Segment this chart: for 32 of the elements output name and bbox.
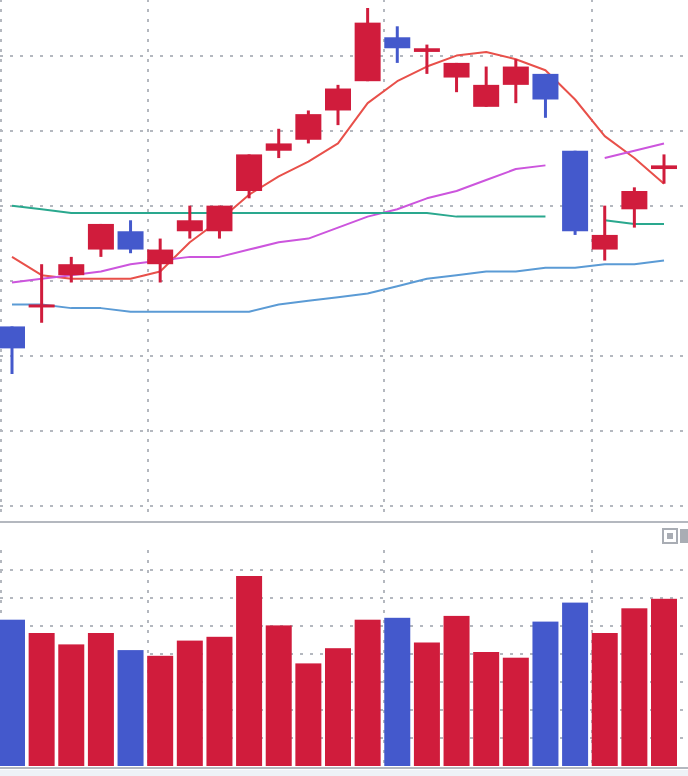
candlestick: [28, 262, 55, 325]
candlestick: [295, 108, 322, 145]
bar: [117, 650, 144, 766]
candlestick: [473, 65, 500, 109]
candlestick: [58, 255, 85, 284]
candlestick: [325, 83, 351, 127]
bar: [413, 642, 440, 766]
bar: [502, 657, 529, 766]
candlestick: [147, 237, 174, 284]
candlestick: [621, 185, 648, 230]
candlestick: [502, 57, 529, 105]
bar: [87, 633, 114, 766]
bar: [651, 598, 677, 766]
candlestick: [265, 127, 292, 160]
bar: [147, 655, 174, 766]
candlestick: [87, 222, 114, 259]
bar: [384, 617, 411, 766]
bar: [0, 619, 25, 766]
bar: [532, 621, 559, 766]
bar: [325, 648, 351, 766]
candlestick: [591, 204, 618, 263]
candlestick: [117, 218, 144, 255]
bar: [236, 576, 263, 766]
bar: [354, 619, 381, 766]
candlestick: [443, 61, 470, 94]
candlestick: [0, 324, 25, 376]
candlestick: [384, 24, 411, 65]
candlestick: [236, 152, 263, 200]
candlestick: [651, 152, 677, 186]
candlestick: [413, 43, 440, 76]
bar: [562, 602, 589, 766]
candlestick: [532, 72, 559, 120]
